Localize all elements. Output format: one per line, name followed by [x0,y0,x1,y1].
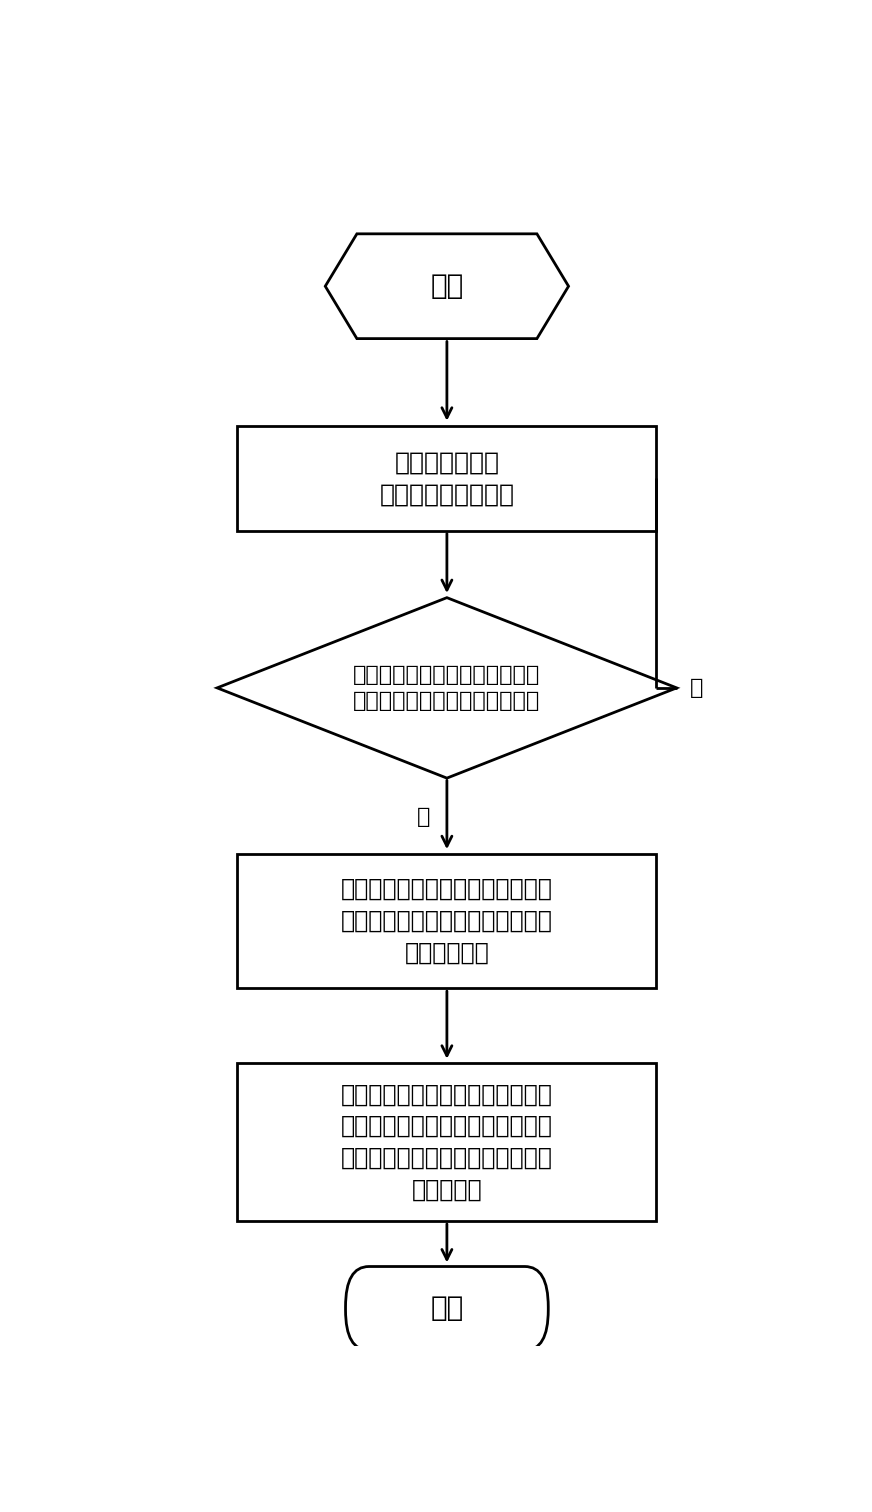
Polygon shape [325,234,569,339]
Text: 结束: 结束 [430,1294,464,1323]
Bar [237,854,657,987]
Text: 入网节点周期性
获取自身的剩余电量: 入网节点周期性 获取自身的剩余电量 [379,451,514,507]
Text: 入网节点的剩余电量变化量是否
已超过设定的电量变化判定阈值: 入网节点的剩余电量变化量是否 已超过设定的电量变化判定阈值 [353,665,541,711]
Bar [237,1063,657,1220]
Text: 否: 否 [691,677,704,699]
Text: 准备: 准备 [430,272,464,301]
FancyBboxPatch shape [345,1267,548,1350]
Text: 网关在收到路径维护消息后，更新
发送该路径维护消息的入网节点的
路由权重表中的剩余电量系数，实
现网络维护: 网关在收到路径维护消息后，更新 发送该路径维护消息的入网节点的 路由权重表中的剩… [341,1083,553,1202]
Text: 入网节点将包含自身的剩余电量系
数的路径维护消息通过上行路由路
径发送给网关: 入网节点将包含自身的剩余电量系 数的路径维护消息通过上行路由路 径发送给网关 [341,877,553,965]
Polygon shape [217,597,677,779]
Text: 是: 是 [417,807,430,827]
Bar [237,426,657,531]
